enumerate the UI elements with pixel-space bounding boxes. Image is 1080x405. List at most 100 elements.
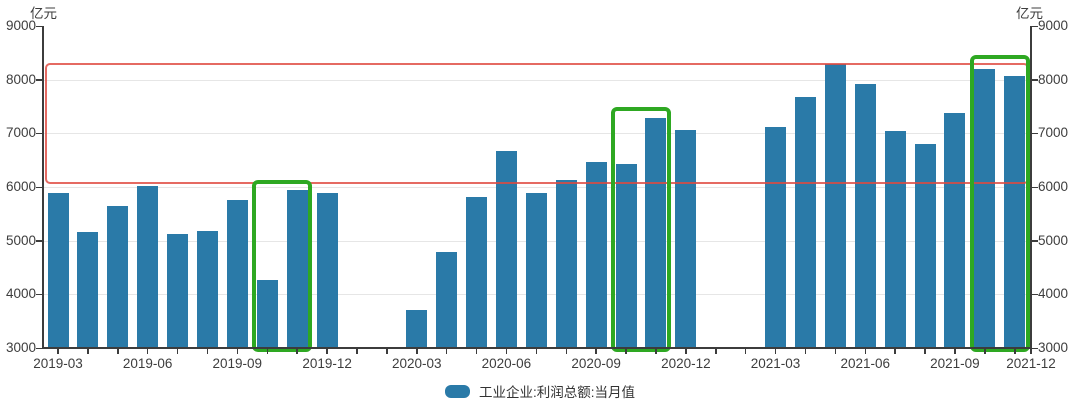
red-highlight-band xyxy=(45,62,1029,184)
y-tick-label-left: 4000 xyxy=(5,286,36,302)
x-tick xyxy=(924,349,926,354)
bar-2019-11 xyxy=(286,190,308,347)
y-axis-unit-left: 亿元 xyxy=(30,6,57,21)
x-tick xyxy=(984,349,986,354)
bar-2020-05 xyxy=(466,196,487,347)
bar-2021-07 xyxy=(884,131,906,347)
x-tick xyxy=(356,349,358,354)
gridline xyxy=(43,187,1031,188)
y-tick-right xyxy=(1032,79,1038,81)
green-highlight-box xyxy=(252,179,313,352)
y-tick-right xyxy=(1032,132,1038,135)
bar-2019-07 xyxy=(167,233,188,347)
bar-2020-03 xyxy=(406,309,428,347)
x-tick xyxy=(296,349,298,354)
x-tick-label: 2020-06 xyxy=(481,356,532,371)
bar-2021-09 xyxy=(944,112,966,347)
bar-2020-11 xyxy=(645,117,667,347)
y-tick-right xyxy=(1032,293,1038,296)
bar-2019-09 xyxy=(226,200,248,347)
bar-2019-10 xyxy=(256,279,278,347)
x-tick xyxy=(416,349,418,354)
x-tick xyxy=(117,349,119,354)
y-tick-label-left: 5000 xyxy=(5,232,36,248)
x-tick xyxy=(834,349,837,354)
y-tick-left xyxy=(36,186,42,188)
y-tick-label-right: 3000 xyxy=(1038,340,1069,355)
y-tick-left xyxy=(36,132,42,135)
x-tick xyxy=(1014,349,1016,354)
bar-2021-11 xyxy=(1004,76,1026,347)
y-tick-label-right: 8000 xyxy=(1038,71,1069,87)
x-axis xyxy=(42,347,1032,349)
bar-2019-04 xyxy=(77,232,99,347)
y-tick-right xyxy=(1032,25,1038,27)
x-tick xyxy=(176,349,179,354)
x-tick xyxy=(954,349,956,354)
y-axis-left xyxy=(42,26,44,348)
x-tick-label: 2019-12 xyxy=(302,356,352,371)
x-tick xyxy=(744,349,747,354)
x-tick xyxy=(445,349,448,354)
bar-2020-10 xyxy=(615,164,637,347)
y-tick-right xyxy=(1032,186,1038,188)
x-tick xyxy=(864,349,866,354)
bar-2019-06 xyxy=(137,186,159,347)
x-tick xyxy=(1030,349,1032,354)
x-tick xyxy=(206,349,209,354)
y-tick-label-right: 4000 xyxy=(1038,286,1069,302)
y-tick-label-right: 9000 xyxy=(1038,18,1069,33)
x-tick xyxy=(146,349,149,354)
y-tick-label-right: 6000 xyxy=(1038,179,1069,194)
y-tick-right xyxy=(1032,347,1038,349)
gridline xyxy=(43,79,1031,81)
bar-2020-06 xyxy=(495,151,517,347)
legend-label: 工业企业:利润总额:当月值 xyxy=(478,385,635,400)
bar-2020-08 xyxy=(555,180,577,347)
y-tick-label-left: 3000 xyxy=(5,340,36,355)
x-tick xyxy=(57,349,59,354)
bar-2021-08 xyxy=(914,143,936,347)
x-tick-label: 2019-09 xyxy=(212,356,263,371)
y-tick-label-left: 8000 xyxy=(5,71,36,87)
x-tick xyxy=(655,349,657,354)
x-tick xyxy=(715,349,717,354)
bar-2019-03 xyxy=(47,192,69,347)
bar-2021-05 xyxy=(824,63,846,347)
x-tick-label: 2020-03 xyxy=(392,356,442,371)
gridline xyxy=(43,133,1031,135)
bar-2021-06 xyxy=(854,84,876,347)
x-tick xyxy=(386,349,388,354)
bar-2019-08 xyxy=(196,231,218,347)
bar-2021-10 xyxy=(974,68,996,347)
x-tick xyxy=(774,349,777,354)
x-tick-label: 2019-03 xyxy=(33,356,83,371)
y-tick-left xyxy=(36,347,42,349)
y-tick-label-left: 7000 xyxy=(5,125,36,141)
x-tick xyxy=(894,349,896,354)
x-tick xyxy=(804,349,807,354)
x-tick xyxy=(625,349,627,354)
y-tick-label-left: 6000 xyxy=(5,179,36,194)
y-tick-left xyxy=(36,25,42,27)
x-tick-label: 2021-09 xyxy=(930,356,980,371)
y-axis-unit-right: 亿元 xyxy=(1016,6,1043,21)
x-tick-label: 2021-03 xyxy=(750,356,801,371)
legend[interactable]: 工业企业:利润总额:当月值 xyxy=(0,381,1080,401)
green-highlight-box xyxy=(611,106,671,352)
x-tick xyxy=(266,349,268,354)
y-axis-right xyxy=(1030,26,1032,348)
y-tick-left xyxy=(36,240,42,242)
bar-2020-07 xyxy=(525,192,547,347)
y-tick-left xyxy=(36,293,42,296)
x-tick-label: 2021-06 xyxy=(840,356,891,371)
x-tick xyxy=(326,349,328,354)
y-tick-label-left: 9000 xyxy=(5,18,36,33)
bar-2021-04 xyxy=(794,96,816,347)
bar-2020-12 xyxy=(675,129,697,347)
y-tick-label-right: 7000 xyxy=(1038,125,1069,141)
x-tick xyxy=(87,349,89,354)
bar-2020-09 xyxy=(585,162,607,347)
x-tick-label: 2020-09 xyxy=(571,356,621,371)
